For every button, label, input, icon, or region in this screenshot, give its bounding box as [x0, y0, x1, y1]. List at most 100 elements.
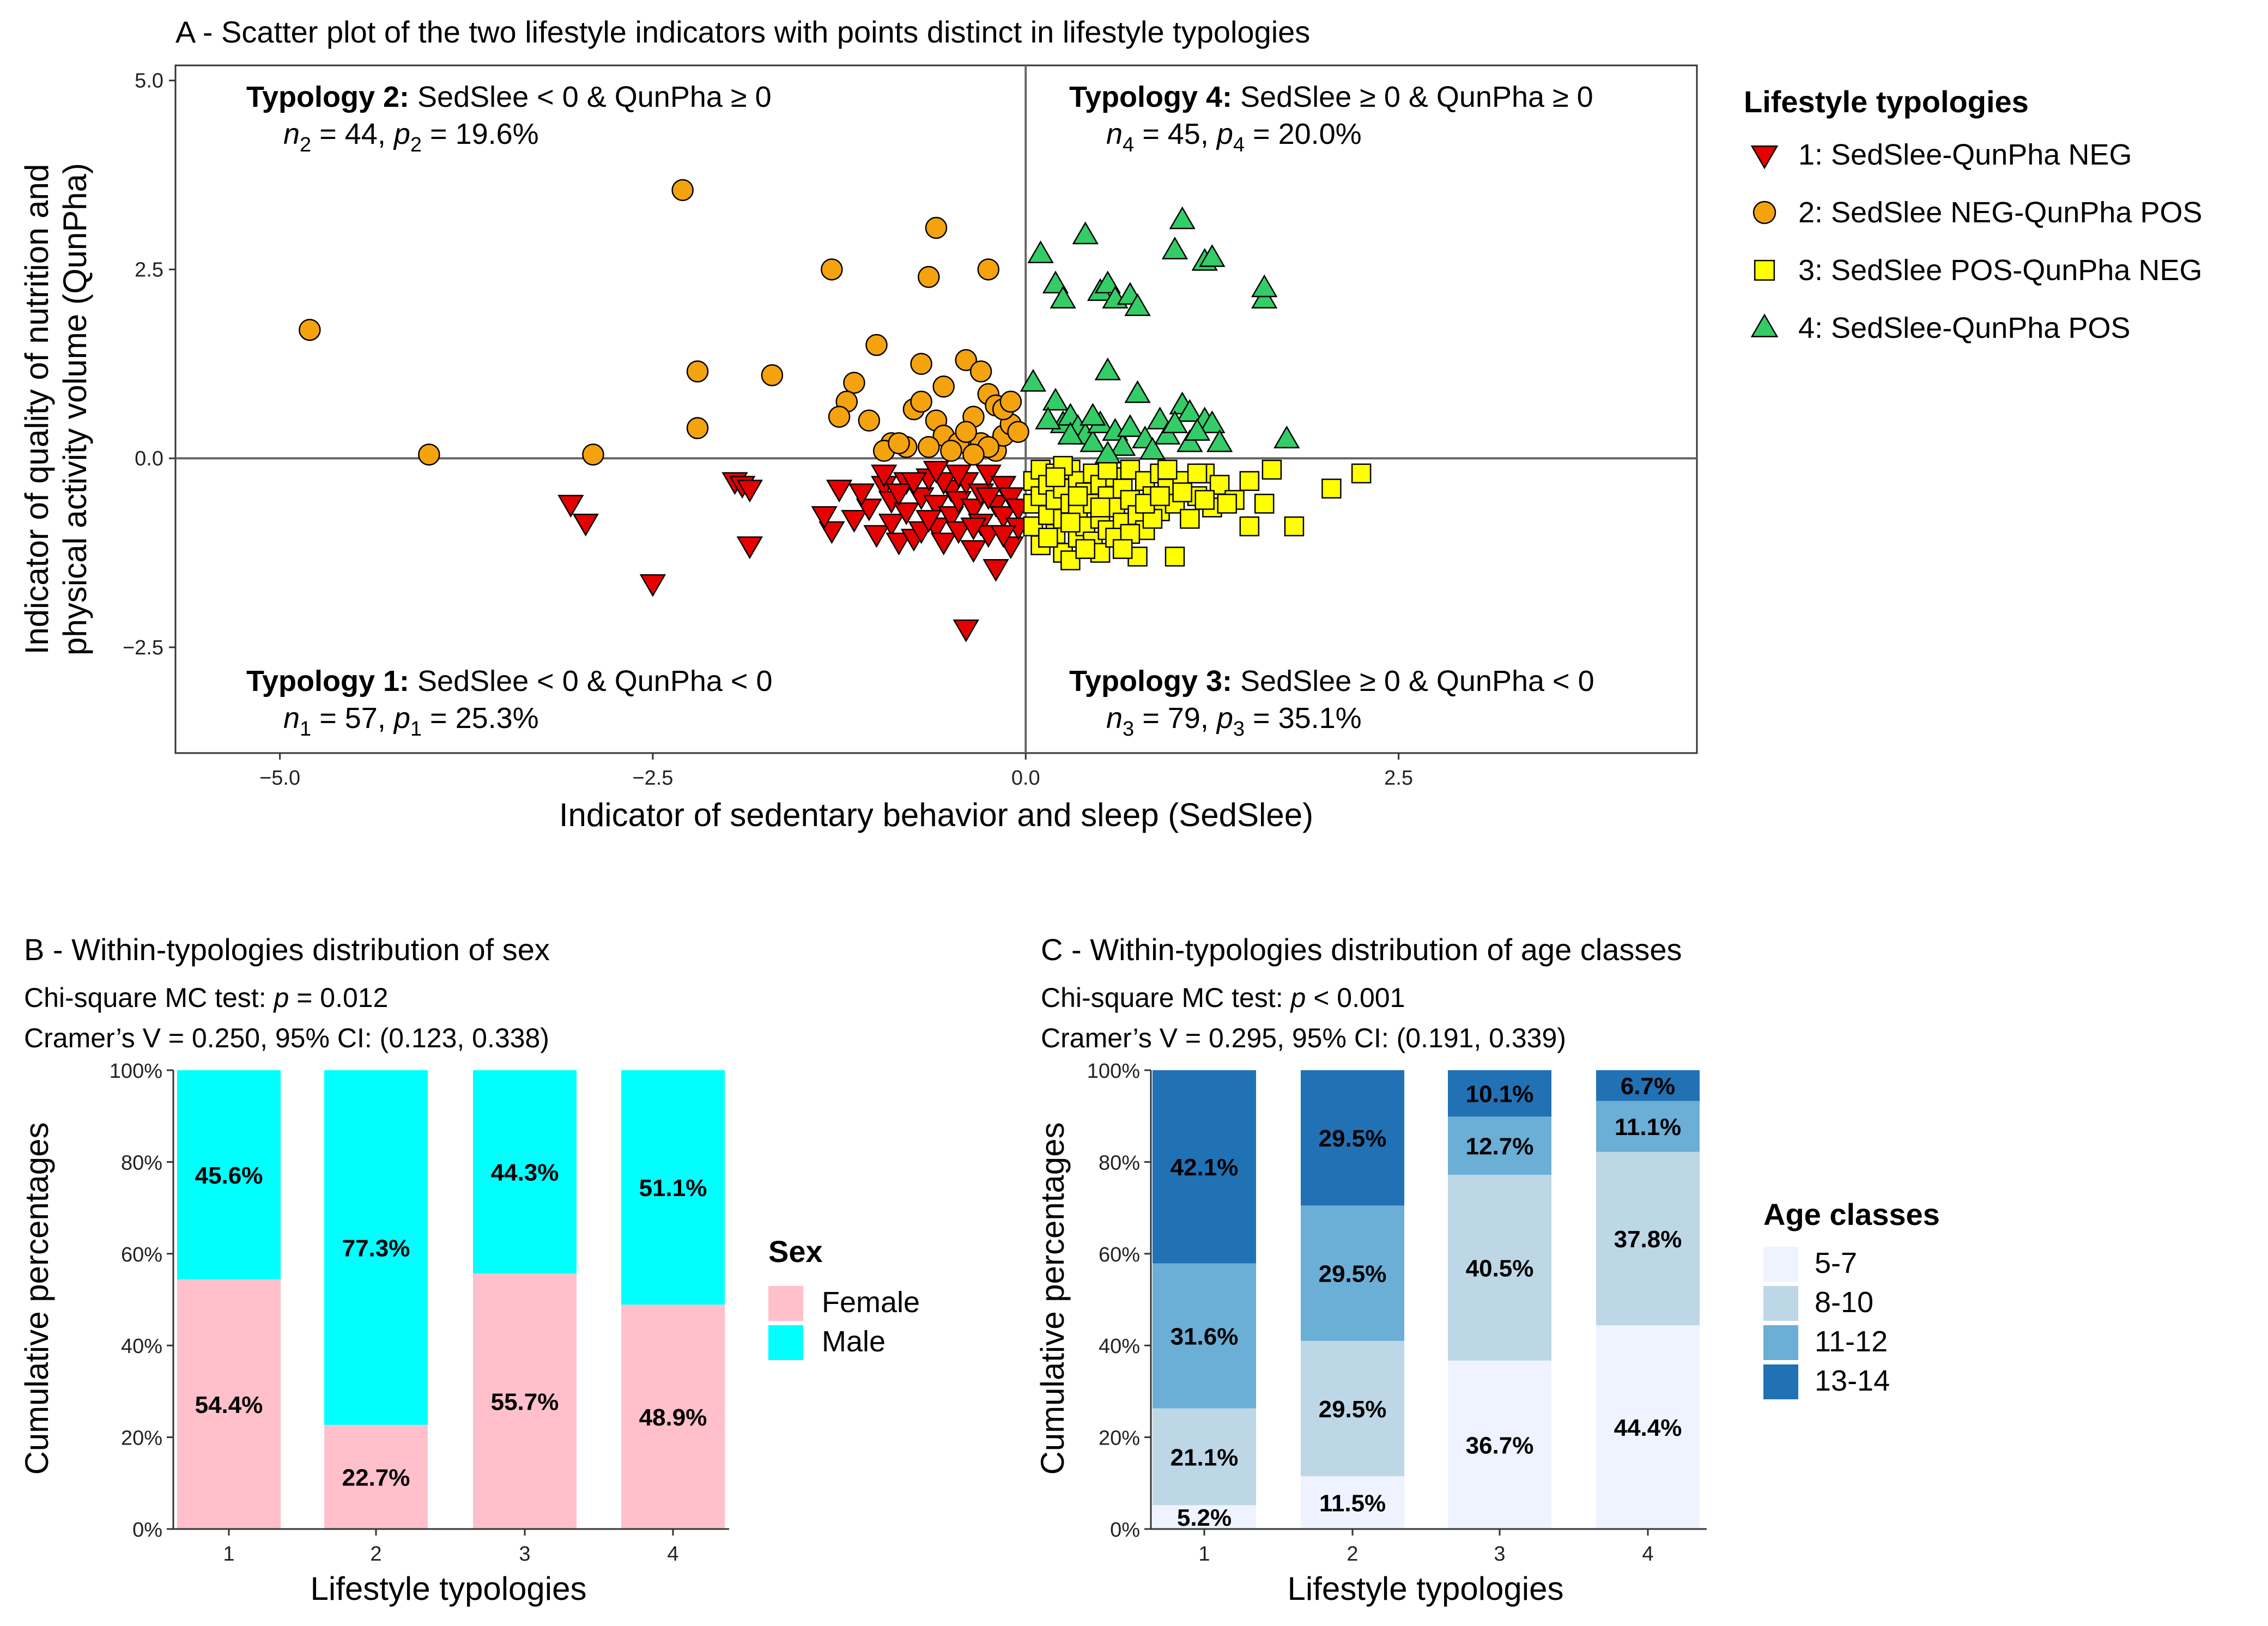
bar-segment-male-4	[621, 1070, 725, 1305]
point-typology-1	[997, 487, 1024, 510]
segment-label-male-2: 77.3%	[342, 1235, 410, 1261]
point-typology-2	[843, 372, 865, 394]
segment-label-female-3: 55.7%	[491, 1389, 559, 1416]
point-typology-4	[1274, 425, 1300, 448]
legend-entry-1: 1: SedSlee-QunPha NEG	[1798, 138, 2132, 171]
age-legend-title: Age classes	[1763, 1197, 1940, 1231]
quadrant-label-typology-4: Typology 4: SedSlee ≥ 0 & QunPha ≥ 0	[1069, 81, 1593, 113]
point-typology-2	[865, 333, 888, 356]
point-typology-4	[1161, 410, 1188, 433]
point-typology-4	[1184, 418, 1211, 441]
legend-entry-2: 2: SedSlee NEG-QunPha POS	[1798, 196, 2202, 229]
point-typology-2	[918, 266, 940, 288]
point-typology-4	[1199, 410, 1226, 433]
point-typology-3	[1239, 516, 1260, 537]
quadrant-label-typology-3: Typology 3: SedSlee ≥ 0 & QunPha < 0	[1069, 665, 1594, 697]
y-tick-label: 40%	[1099, 1335, 1140, 1358]
panel-c-y-axis-label: Cumulative percentages	[1034, 1122, 1071, 1475]
point-typology-1	[923, 495, 950, 518]
point-typology-1	[863, 525, 890, 548]
panel-c-bars: 5.2% 21.1% 31.6% 42.1% 11.5% 29.5% 29.5% 29.5% 3…	[1153, 1070, 1700, 1531]
axis-ticks: −5.0 −2.5 0.0 2.5 −2.5 0.0 2.5 5.0	[123, 70, 1413, 790]
quadrant-stats-typology-1: n1 = 57, p1 = 25.3%	[283, 702, 539, 741]
point-typology-1	[975, 464, 1002, 488]
point-typology-4	[1094, 357, 1121, 380]
bar-segment-male-2	[324, 1070, 428, 1425]
legend-entry-4: 4: SedSlee-QunPha POS	[1798, 312, 2130, 344]
y-axis-label-line-1: Indicator of quality of nutrition and	[19, 164, 55, 655]
panel-c-cramer-line: Cramer’s V = 0.295, 95% CI: (0.191, 0.33…	[1041, 1023, 1566, 1053]
y-tick-label: 40%	[121, 1335, 162, 1358]
segment-label-11-12-3: 12.7%	[1466, 1133, 1534, 1160]
point-typology-2	[955, 421, 977, 443]
age-legend-5-7: 5-7	[1815, 1247, 1857, 1279]
point-typology-4	[1057, 422, 1084, 445]
point-typology-1	[572, 513, 599, 537]
point-typology-2	[910, 353, 932, 375]
sex-key-female	[768, 1286, 803, 1321]
point-typology-4	[1020, 368, 1047, 392]
point-typology-4	[1161, 236, 1188, 260]
point-typology-3	[1239, 471, 1260, 491]
segment-label-8-10-3: 40.5%	[1466, 1255, 1534, 1282]
sex-key-male	[768, 1325, 803, 1360]
quadrant-stats-typology-2: n2 = 44, p2 = 19.6%	[283, 118, 539, 156]
point-typology-3	[1060, 550, 1081, 571]
point-typology-2	[940, 440, 962, 462]
segment-label-13-14-4: 6.7%	[1621, 1073, 1675, 1100]
point-typology-2	[962, 443, 985, 466]
bar-segment-11-12-1	[1153, 1263, 1256, 1409]
panel-c-ticks: 1 2 3 40%20%40%60%80%100%	[1087, 1060, 1707, 1566]
segment-label-male-4: 51.1%	[639, 1175, 707, 1202]
y-tick-label: 0%	[1110, 1519, 1140, 1542]
point-typology-1	[960, 540, 987, 563]
series-typology-2	[299, 179, 1029, 466]
bar-segment-male-1	[177, 1070, 281, 1279]
point-typology-1	[878, 513, 905, 537]
typology-legend: Lifestyle typologies 1: SedSlee-QunPha N…	[1744, 84, 2202, 344]
segment-label-5-7-3: 36.7%	[1466, 1432, 1534, 1459]
panel-b-sex-bars: B - Within-typologies distribution of se…	[19, 932, 920, 1607]
quadrant-labels: Typology 2: SedSlee < 0 & QunPha ≥ 0 n2 …	[246, 81, 1594, 741]
series-typology-3	[1023, 456, 1372, 571]
point-typology-3	[1090, 497, 1111, 518]
point-typology-4	[1124, 293, 1151, 317]
point-typology-1	[975, 487, 1002, 510]
point-typology-1	[990, 525, 1017, 548]
y-tick-label: 20%	[121, 1427, 162, 1450]
point-typology-3	[1045, 467, 1066, 488]
point-typology-3	[1180, 508, 1200, 529]
panel-b-y-axis-label: Cumulative percentages	[19, 1122, 55, 1475]
bar-segment-13-14-1	[1153, 1070, 1256, 1264]
point-typology-4	[1094, 440, 1121, 464]
point-typology-1	[915, 509, 942, 533]
point-typology-4	[1251, 286, 1278, 309]
point-typology-4	[1072, 221, 1099, 245]
bar-segment-8-10-2	[1301, 1340, 1404, 1477]
point-typology-4	[1177, 399, 1203, 422]
bar-segment-11-12-3	[1448, 1117, 1551, 1175]
point-typology-2	[299, 319, 321, 341]
bar-segment-5-7-2	[1301, 1476, 1404, 1529]
point-typology-2	[821, 258, 843, 281]
segment-label-male-3: 44.3%	[491, 1160, 559, 1186]
quadrant-label-typology-2: Typology 2: SedSlee < 0 & QunPha ≥ 0	[246, 81, 772, 113]
age-key-11-12	[1763, 1325, 1798, 1360]
point-typology-4	[1050, 286, 1076, 309]
panel-b-ticks: 1 2 3 40%20%40%60%80%100%	[110, 1060, 729, 1566]
point-typology-2	[582, 443, 604, 466]
point-typology-2	[761, 364, 784, 386]
scatter-points	[299, 179, 1372, 642]
panel-b-test-line: Chi-square MC test: p = 0.012	[24, 982, 388, 1013]
point-typology-1	[557, 495, 584, 518]
point-typology-2	[671, 179, 694, 202]
point-typology-4	[1177, 429, 1203, 452]
x-tick-label: 3	[1494, 1543, 1505, 1566]
sex-legend-title: Sex	[768, 1234, 823, 1269]
y-tick-label: 80%	[121, 1151, 162, 1174]
point-typology-2	[925, 216, 948, 239]
segment-label-8-10-2: 29.5%	[1319, 1396, 1387, 1423]
series-typology-4	[1020, 206, 1300, 464]
point-typology-3	[1112, 539, 1133, 559]
point-typology-4	[1251, 274, 1278, 298]
